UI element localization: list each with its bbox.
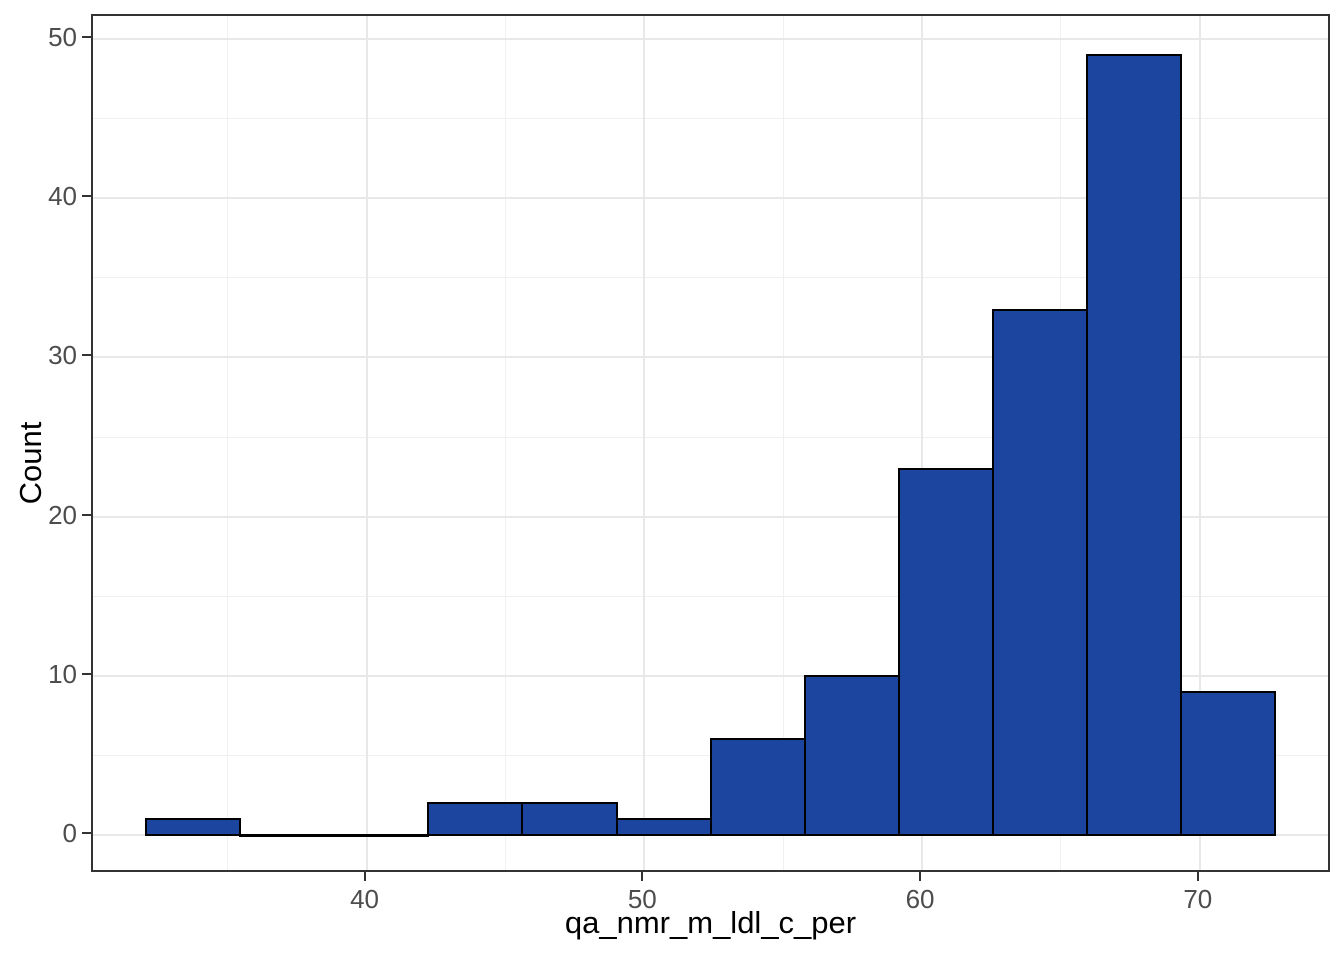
x-tick-mark: [919, 872, 922, 881]
x-tick-mark: [363, 872, 366, 881]
histogram-bar: [1179, 690, 1277, 836]
x-tick-label: 60: [905, 884, 935, 914]
x-tick-mark: [641, 872, 644, 881]
y-tick-label: 20: [48, 499, 77, 530]
histogram-bar-zero: [333, 834, 430, 837]
histogram-bar: [615, 818, 712, 836]
y-tick-mark: [82, 195, 91, 198]
y-major-gridline: [93, 356, 1328, 359]
y-tick-mark: [82, 513, 91, 516]
y-tick-label: 40: [48, 181, 77, 212]
histogram-bar: [427, 802, 524, 836]
y-major-gridline: [93, 197, 1328, 200]
x-major-gridline: [365, 16, 368, 870]
y-tick-label: 50: [48, 22, 77, 53]
histogram-bar-zero: [239, 834, 336, 837]
y-axis-title: Count: [12, 421, 48, 505]
y-tick-mark: [82, 354, 91, 357]
y-tick-mark: [82, 36, 91, 39]
y-tick-label: 0: [62, 818, 77, 848]
y-minor-gridline: [93, 595, 1328, 597]
x-minor-gridline: [227, 16, 229, 870]
histogram-bar: [803, 674, 900, 836]
y-major-gridline: [93, 674, 1328, 677]
y-major-gridline: [93, 38, 1328, 41]
y-tick-mark: [82, 672, 91, 675]
x-tick-label: 70: [1183, 884, 1213, 914]
x-axis-title: qa_nmr_m_ldl_c_per: [564, 905, 857, 940]
x-major-gridline: [643, 16, 646, 870]
x-major-gridline: [921, 16, 924, 870]
histogram-bar: [897, 467, 994, 836]
plot-panel: [91, 14, 1330, 872]
x-tick-mark: [1196, 872, 1199, 881]
histogram-bar: [709, 738, 806, 836]
x-major-gridline: [1198, 16, 1201, 870]
histogram-bar: [991, 308, 1089, 836]
histogram-bar: [1086, 54, 1182, 836]
x-tick-label: 40: [350, 884, 380, 914]
y-major-gridline: [93, 515, 1328, 518]
y-minor-gridline: [93, 277, 1328, 279]
y-minor-gridline: [93, 436, 1328, 438]
y-tick-label: 30: [48, 340, 77, 371]
x-minor-gridline: [782, 16, 784, 870]
x-minor-gridline: [504, 16, 506, 870]
histogram-bar: [145, 818, 242, 836]
y-tick-label: 10: [48, 658, 77, 689]
x-tick-label: 50: [627, 884, 657, 914]
histogram-bar: [521, 802, 618, 836]
y-minor-gridline: [93, 118, 1328, 120]
y-tick-mark: [82, 832, 91, 834]
